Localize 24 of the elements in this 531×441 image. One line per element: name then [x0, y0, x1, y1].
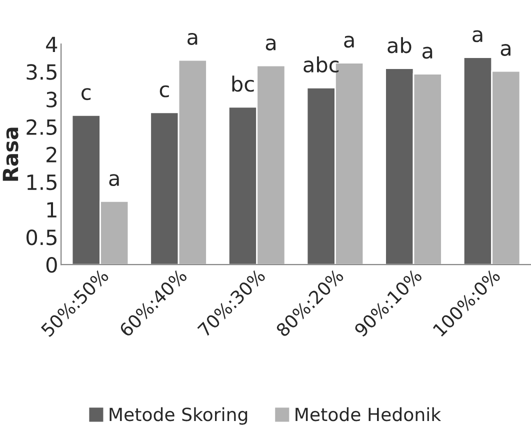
data-label: a: [500, 44, 510, 56]
data-label: bc: [232, 76, 254, 92]
legend-label: Metode Skoring: [110, 407, 248, 425]
y-tick-label: 2: [46, 146, 56, 162]
y-tick-label: 4: [46, 36, 58, 52]
data-label: a: [109, 174, 119, 186]
y-tick-label: 2.5: [26, 119, 56, 135]
legend-label: Metode Hedonik: [296, 407, 442, 422]
y-tick-label: 3.5: [26, 64, 56, 80]
y-tick-label: 0.5: [26, 229, 56, 246]
data-label: a: [344, 36, 354, 48]
data-label: c: [160, 85, 169, 98]
y-axis-title: Rasa: [2, 128, 18, 181]
y-tick-label: 1.5: [27, 174, 56, 190]
data-label: c: [82, 88, 91, 100]
y-tick-label: 3: [46, 92, 57, 108]
data-label: a: [422, 46, 432, 59]
data-label: ab: [388, 37, 412, 54]
y-tick-label: 1: [47, 202, 56, 218]
data-label: a: [266, 38, 276, 50]
data-label: a: [472, 30, 482, 42]
y-tick-label: 0: [46, 257, 57, 273]
data-label: a: [188, 32, 198, 45]
data-label: abc: [304, 56, 339, 72]
